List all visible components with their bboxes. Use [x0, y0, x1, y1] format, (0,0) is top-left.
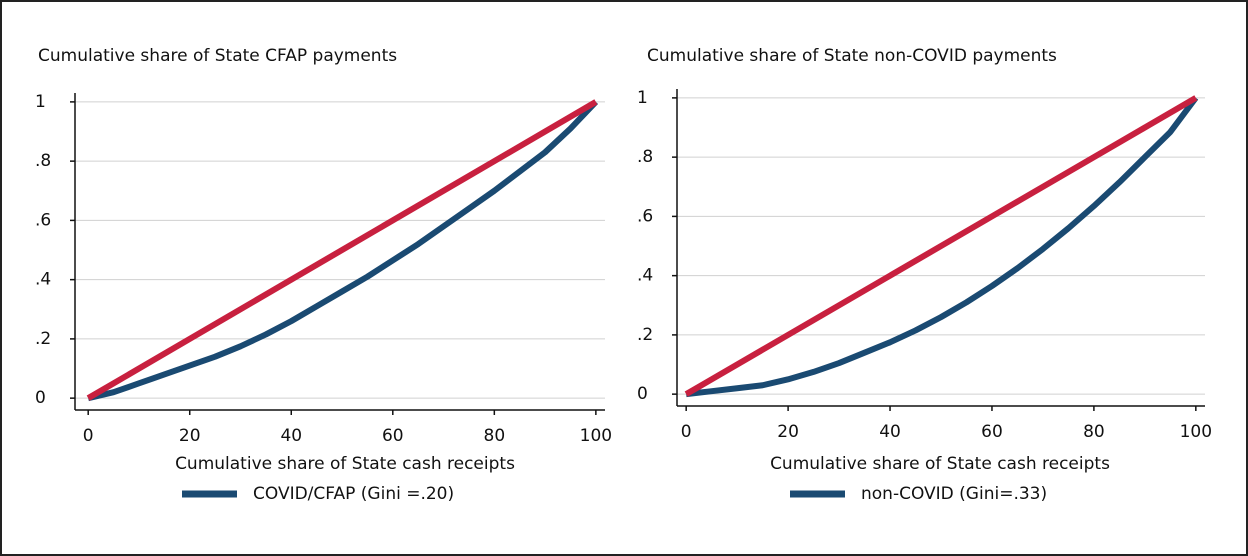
y-tick-label: .4	[637, 266, 653, 286]
x-tick-label: 0	[681, 422, 692, 442]
y-tick-label: .8	[637, 147, 653, 167]
y-tick-label: 1	[637, 88, 648, 108]
x-axis-title: Cumulative share of State cash receipts	[770, 454, 1110, 474]
x-tick-label: 20	[777, 422, 799, 442]
series-line	[87, 99, 599, 402]
y-tick-label: 0	[35, 388, 46, 408]
x-tick-label: 0	[83, 426, 94, 446]
y-tick-label: .8	[35, 151, 51, 171]
x-tick-label: 80	[484, 426, 506, 446]
x-axis-title: Cumulative share of State cash receipts	[175, 454, 515, 474]
y-tick-label: .4	[35, 270, 51, 290]
y-tick-label: 1	[35, 92, 46, 112]
x-tick-label: 60	[981, 422, 1003, 442]
series-line	[684, 95, 1198, 397]
x-tick-label: 20	[179, 426, 201, 446]
legend-label: non-COVID (Gini=.33)	[861, 484, 1047, 504]
y-tick-label: .6	[637, 206, 653, 226]
x-tick-label: 40	[280, 426, 302, 446]
series-line	[685, 96, 1199, 398]
x-tick-label: 60	[382, 426, 404, 446]
y-tick-label: 0	[637, 384, 648, 404]
chart-title: Cumulative share of State non-COVID paym…	[647, 46, 1057, 66]
y-tick-label: .2	[637, 325, 653, 345]
x-tick-label: 40	[879, 422, 901, 442]
legend-label: COVID/CFAP (Gini =.20)	[253, 484, 454, 504]
y-tick-label: .6	[35, 210, 51, 230]
y-tick-label: .2	[35, 329, 51, 349]
chart-title: Cumulative share of State CFAP payments	[38, 46, 397, 66]
x-tick-label: 80	[1083, 422, 1105, 442]
x-tick-label: 100	[1180, 422, 1212, 442]
series-line	[86, 99, 598, 401]
x-tick-label: 100	[580, 426, 612, 446]
